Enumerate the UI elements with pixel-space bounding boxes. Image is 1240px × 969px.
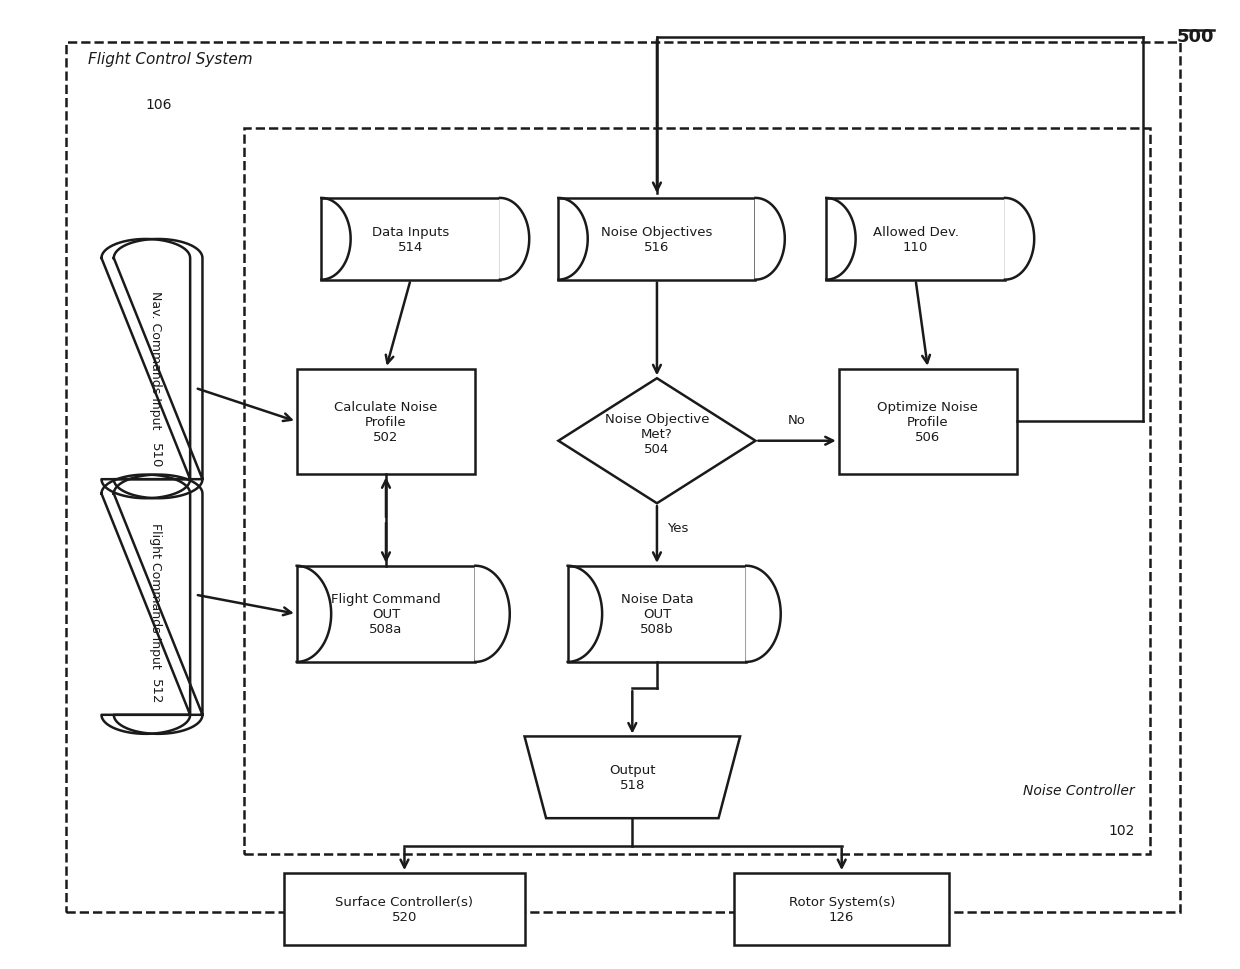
Text: Flight Commands Input: Flight Commands Input bbox=[149, 522, 162, 668]
Bar bbox=[244, 129, 1149, 855]
Text: 106: 106 bbox=[146, 98, 172, 112]
Bar bbox=[558, 199, 755, 280]
Text: Flight Command
OUT
508a: Flight Command OUT 508a bbox=[331, 593, 441, 636]
Bar bbox=[321, 199, 500, 280]
Bar bbox=[296, 369, 475, 475]
Text: 102: 102 bbox=[1109, 823, 1135, 837]
Text: Noise Data
OUT
508b: Noise Data OUT 508b bbox=[621, 593, 693, 636]
Text: Yes: Yes bbox=[667, 521, 688, 534]
Text: Optimize Noise
Profile
506: Optimize Noise Profile 506 bbox=[878, 400, 978, 444]
Bar bbox=[296, 566, 475, 662]
Text: Allowed Dev.
110: Allowed Dev. 110 bbox=[873, 226, 959, 254]
Polygon shape bbox=[475, 566, 510, 662]
Text: 510: 510 bbox=[149, 443, 162, 468]
Bar bbox=[838, 369, 1017, 475]
Bar bbox=[826, 199, 1004, 280]
Text: Data Inputs
514: Data Inputs 514 bbox=[372, 226, 449, 254]
Polygon shape bbox=[558, 379, 755, 504]
Text: Noise Controller: Noise Controller bbox=[1023, 783, 1135, 797]
Bar bbox=[284, 873, 525, 945]
Text: Rotor System(s)
126: Rotor System(s) 126 bbox=[789, 895, 895, 923]
Text: Nav. Commands Input: Nav. Commands Input bbox=[149, 291, 162, 428]
Bar bbox=[734, 873, 950, 945]
Text: No: No bbox=[789, 414, 806, 427]
Polygon shape bbox=[102, 239, 190, 499]
Polygon shape bbox=[525, 736, 740, 819]
Text: 500: 500 bbox=[1177, 28, 1214, 47]
Polygon shape bbox=[755, 199, 785, 280]
Text: Flight Control System: Flight Control System bbox=[88, 52, 253, 67]
Polygon shape bbox=[746, 566, 781, 662]
Polygon shape bbox=[1004, 199, 1034, 280]
Polygon shape bbox=[102, 475, 190, 735]
Polygon shape bbox=[114, 475, 202, 735]
Polygon shape bbox=[114, 239, 202, 499]
Text: Surface Controller(s)
520: Surface Controller(s) 520 bbox=[336, 895, 474, 923]
Text: Output
518: Output 518 bbox=[609, 764, 656, 792]
Text: 512: 512 bbox=[149, 678, 162, 703]
Polygon shape bbox=[500, 199, 529, 280]
Bar bbox=[568, 566, 746, 662]
Text: Noise Objectives
516: Noise Objectives 516 bbox=[601, 226, 713, 254]
Text: Calculate Noise
Profile
502: Calculate Noise Profile 502 bbox=[335, 400, 438, 444]
Text: Noise Objective
Met?
504: Noise Objective Met? 504 bbox=[605, 412, 709, 455]
